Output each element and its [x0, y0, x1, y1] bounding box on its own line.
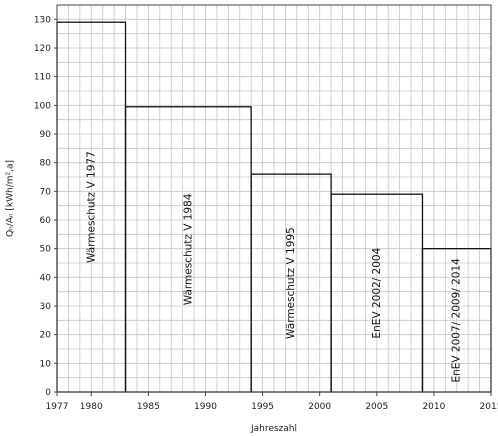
y-tick-label: 120 — [34, 44, 51, 54]
x-tick-label: 2000 — [308, 402, 331, 412]
x-tick-label: 2005 — [365, 402, 388, 412]
y-tick-label: 70 — [40, 187, 52, 197]
bar-label-1: Wärmeschutz V 1984 — [182, 193, 194, 305]
y-tick-label: 40 — [40, 273, 52, 283]
bar-label-4: EnEV 2007/ 2009/ 2014 — [451, 258, 463, 383]
x-tick-label: 1980 — [80, 402, 103, 412]
y-tick-label: 0 — [45, 388, 51, 398]
y-tick-label: 80 — [40, 159, 52, 169]
y-axis-label: Qₕ/Aₙ [kWh/m²,a] — [6, 160, 16, 237]
y-tick-label: 50 — [40, 245, 52, 255]
x-tick-label: 1990 — [194, 402, 217, 412]
x-tick-label: 1977 — [46, 402, 69, 412]
x-axis-ticks: 1977 1980 1985 1990 1995 2000 2005 2010 2015 — [46, 392, 498, 412]
y-axis-ticks: 0 10 20 30 40 50 60 70 80 90 100 110 120 130 — [34, 15, 57, 398]
x-tick-label: 2015 — [480, 402, 498, 412]
y-tick-label: 20 — [40, 331, 52, 341]
y-tick-label: 110 — [34, 73, 51, 83]
plot-frame — [56, 4, 492, 393]
grid — [56, 4, 492, 393]
y-tick-label: 100 — [34, 101, 51, 111]
bar-label-2: Wärmeschutz V 1995 — [285, 227, 297, 339]
bar-label-0: Wärmeschutz V 1977 — [85, 151, 97, 263]
y-tick-label: 30 — [40, 302, 52, 312]
x-tick-label: 2010 — [422, 402, 445, 412]
bar-label-3: EnEV 2002/ 2004 — [371, 247, 383, 338]
x-axis-label: Jahreszahl — [250, 424, 297, 434]
y-tick-label: 130 — [34, 15, 51, 25]
y-tick-label: 60 — [40, 216, 52, 226]
x-tick-label: 1995 — [251, 402, 274, 412]
y-tick-label: 10 — [40, 359, 52, 369]
plot-border — [56, 4, 492, 393]
y-tick-label: 90 — [40, 130, 52, 140]
x-tick-label: 1985 — [137, 402, 160, 412]
